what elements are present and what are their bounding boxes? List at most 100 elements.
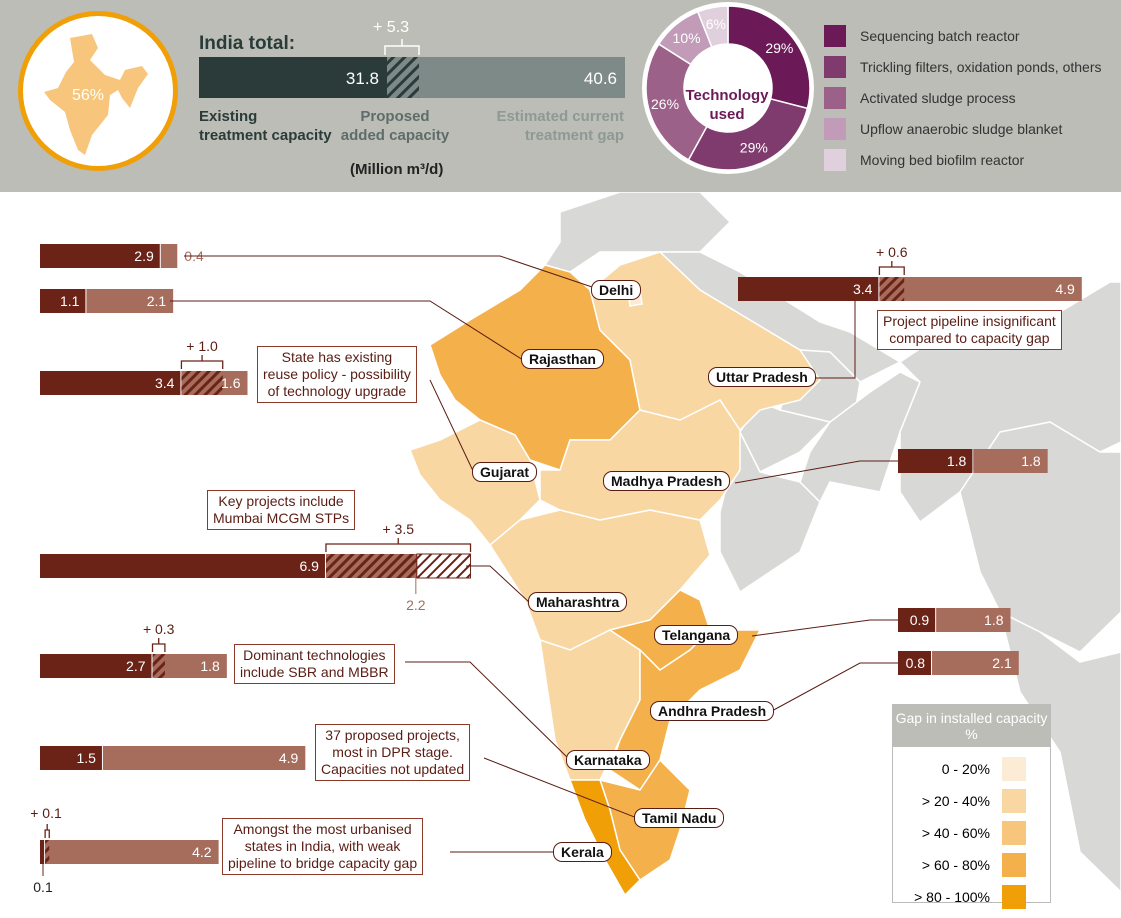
gap-segment xyxy=(419,57,625,98)
bar-value-label: 2.1 xyxy=(147,293,167,309)
bar-existing xyxy=(40,244,160,268)
bar-proposed xyxy=(152,654,165,678)
note-uttar-pradesh: Project pipeline insignificant compared t… xyxy=(877,310,1062,350)
note-gujarat: State has existing reuse policy - possibi… xyxy=(257,346,417,403)
proposed-bracket xyxy=(325,538,472,552)
donut-slice-label: 10% xyxy=(673,30,701,46)
proposed-segment xyxy=(387,57,419,98)
donut-slice xyxy=(687,98,809,171)
bar-value-label: 4.2 xyxy=(192,844,212,860)
note-maharashtra: Key projects include Mumbai MCGM STPs xyxy=(207,490,356,530)
technology-legend-item: Trickling filters, oxidation ponds, othe… xyxy=(824,51,1101,82)
proposed-label: + 5.3 xyxy=(373,19,410,36)
donut-slice-label: 6% xyxy=(706,16,726,32)
legend-item: > 80 - 100% xyxy=(893,881,1050,913)
label-uttar-pradesh: Uttar Pradesh xyxy=(708,367,816,387)
legend-label: Activated sludge process xyxy=(860,89,1016,106)
legend-swatch xyxy=(1002,757,1026,781)
bar-value-label: 1.8 xyxy=(984,612,1004,628)
legend-title: Gap in installed capacity % xyxy=(893,705,1050,747)
bar-value-label: 1.8 xyxy=(200,658,220,674)
bar-value-label: 4.9 xyxy=(279,750,299,766)
bar-gap xyxy=(973,449,1048,473)
bar-proposed xyxy=(45,840,50,864)
legend-swatch xyxy=(824,24,846,47)
note-kerala: Amongst the most urbanised states in Indi… xyxy=(222,818,424,875)
proposed-bracket xyxy=(384,39,420,55)
bar-value-label: 1.5 xyxy=(76,750,96,766)
bar-value-label: + 1.0 xyxy=(186,338,218,354)
bar-value-label: 2.2 xyxy=(406,597,426,613)
legend-label: > 60 - 80% xyxy=(921,857,990,873)
label-rajasthan: Rajasthan xyxy=(521,349,604,369)
bar-existing xyxy=(898,449,973,473)
proposed-bracket xyxy=(180,355,224,369)
label-madhya-pradesh: Madhya Pradesh xyxy=(603,471,731,491)
bar-value-label: 0.9 xyxy=(910,612,930,628)
bar-value-label: + 0.3 xyxy=(143,621,175,637)
technology-legend-item: Upflow anaerobic sludge blanket xyxy=(824,113,1101,144)
bar-gap xyxy=(932,651,1019,675)
bar-gap xyxy=(102,746,306,770)
india-total-title: India total: xyxy=(199,33,296,54)
bar-value-label: 1.8 xyxy=(947,453,967,469)
bar-value-label: 0.8 xyxy=(906,655,926,671)
legend-swatch xyxy=(1002,853,1026,877)
bar-gap xyxy=(936,608,1011,632)
existing-caption: Existing treatment capacity xyxy=(199,108,332,144)
bar-existing xyxy=(40,654,152,678)
label-tamil-nadu: Tamil Nadu xyxy=(634,808,725,828)
legend-label: Moving bed biofilm reactor xyxy=(860,151,1025,168)
legend-swatch xyxy=(1002,821,1026,845)
legend-swatch xyxy=(1002,789,1026,813)
legend-item: > 40 - 60% xyxy=(893,817,1050,849)
legend-item: > 60 - 80% xyxy=(893,849,1050,881)
gap-legend: Gap in installed capacity % 0 - 20% > 20 … xyxy=(892,704,1051,909)
gap-caption: Estimated current treatment gap xyxy=(496,108,624,144)
bar-value-label: 3.4 xyxy=(853,281,873,297)
gap-value: 40.6 xyxy=(584,69,617,88)
legend-label: Trickling filters, oxidation ponds, othe… xyxy=(860,58,1102,75)
proposed-bracket xyxy=(151,638,166,652)
legend-swatch xyxy=(1002,885,1026,909)
bar-value-label: + 0.1 xyxy=(30,805,62,821)
bar-proposed xyxy=(181,371,223,395)
donut-slice xyxy=(696,5,729,49)
state-gujarat xyxy=(409,419,541,547)
bar-gap xyxy=(160,244,178,268)
legend-label: Sequencing batch reactor xyxy=(860,27,1020,44)
proposed-bracket xyxy=(44,824,50,838)
bar-value-label: + 3.5 xyxy=(382,521,414,537)
donut-slice-label: 26% xyxy=(651,96,679,112)
leader-lines xyxy=(170,255,898,853)
legend-item: 0 - 20% xyxy=(893,753,1050,785)
legend-label: 0 - 20% xyxy=(941,761,990,777)
technology-legend-item: Moving bed biofilm reactor xyxy=(824,144,1101,175)
bar-value-label: 6.9 xyxy=(300,558,320,574)
label-andhra-pradesh: Andhra Pradesh xyxy=(650,701,775,721)
proposed-caption: Proposed added capacity xyxy=(340,108,450,144)
bar-proposed xyxy=(879,277,905,301)
donut-slice xyxy=(727,5,811,110)
bar-gap xyxy=(45,840,219,864)
donut-slice-label: 29% xyxy=(740,140,768,156)
label-gujarat: Gujarat xyxy=(472,462,538,482)
proposed-bracket xyxy=(878,261,905,275)
label-karnataka: Karnataka xyxy=(566,750,650,770)
bar-value-label: 2.1 xyxy=(992,655,1012,671)
bar-existing xyxy=(40,746,102,770)
existing-segment xyxy=(199,57,387,98)
bar-value-label: 3.4 xyxy=(155,375,175,391)
legend-label: > 40 - 60% xyxy=(921,825,990,841)
bar-value-label: 1.6 xyxy=(221,375,241,391)
legend-label: > 80 - 100% xyxy=(914,889,990,905)
bar-existing xyxy=(40,840,45,864)
label-telangana: Telangana xyxy=(654,625,739,645)
legend-label: Upflow anaerobic sludge blanket xyxy=(860,120,1063,137)
technology-legend-item: Activated sludge process xyxy=(824,82,1101,113)
bar-gap xyxy=(86,289,174,313)
bar-value-label: 1.1 xyxy=(60,293,80,309)
bar-existing xyxy=(40,371,181,395)
bar-gap xyxy=(879,277,1082,301)
bar-value-label: 1.8 xyxy=(1021,453,1041,469)
